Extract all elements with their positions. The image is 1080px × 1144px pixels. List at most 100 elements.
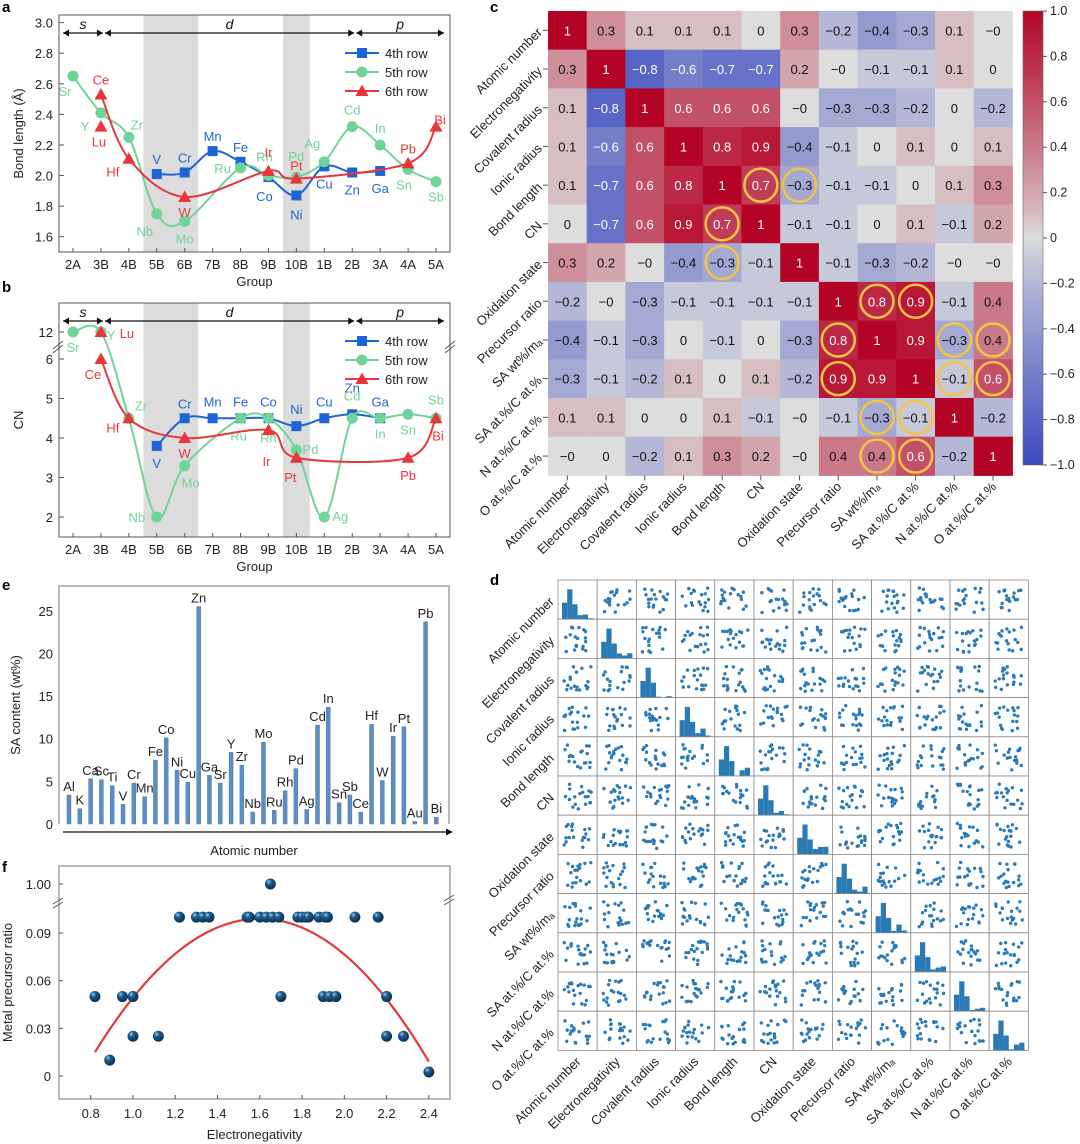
scatter-point <box>811 594 816 598</box>
cell-value: 0.1 <box>674 23 692 38</box>
scatter-point <box>969 963 973 967</box>
scatter-point <box>722 598 726 602</box>
scatter-point <box>705 586 710 590</box>
heatmap-cell <box>935 88 975 128</box>
scatter-point <box>900 796 904 800</box>
scatter-point <box>651 874 655 879</box>
scatter-point <box>619 669 624 674</box>
cell-value: 0.1 <box>907 139 925 154</box>
scatter-point <box>682 675 686 679</box>
scatter-point <box>941 991 946 996</box>
scatter-point <box>586 837 591 842</box>
scatter-point <box>618 790 622 795</box>
scatter-point <box>657 635 662 639</box>
matrix-cell <box>636 775 677 816</box>
point-label: In <box>375 121 386 136</box>
scatter-point <box>957 717 961 721</box>
scatter-point <box>641 630 645 634</box>
scatter-point <box>886 588 890 592</box>
scatter-point <box>732 833 736 837</box>
scatter-point <box>579 784 584 789</box>
heatmap-cell <box>896 11 936 51</box>
cell-value: 0.3 <box>558 256 576 271</box>
heatmap-cell <box>857 165 897 205</box>
heatmap-cell <box>702 320 742 360</box>
scatter-point <box>977 920 981 924</box>
scatter-point <box>915 763 919 767</box>
scatter-point <box>970 916 975 921</box>
scatter-point <box>886 746 890 750</box>
scatter-point <box>975 681 979 685</box>
scatter-point <box>851 762 856 767</box>
row-label: CN <box>533 790 557 814</box>
scatter-point <box>933 840 937 845</box>
scatter-point <box>962 831 967 836</box>
scatter-point <box>920 670 925 675</box>
data-point <box>372 911 384 923</box>
cell-value: 1 <box>757 217 764 232</box>
y-tick-label: 3 <box>46 471 53 486</box>
scatter-point <box>647 643 651 648</box>
scatter-point <box>815 879 820 884</box>
scatter-point <box>721 996 725 1000</box>
scatter-point <box>731 842 735 846</box>
scatter-point <box>839 951 844 955</box>
scatter-point <box>779 940 783 944</box>
scatter-point <box>572 684 577 688</box>
scatter-point <box>693 877 697 881</box>
scatter-point <box>842 767 846 772</box>
scatter-point <box>1004 787 1008 791</box>
scatter-point <box>774 753 779 757</box>
scatter-point <box>583 639 588 644</box>
heatmap-cell <box>935 281 975 322</box>
scatter-point <box>628 724 632 728</box>
scatter-point <box>823 716 828 721</box>
x-tick-label: 10B <box>285 257 308 272</box>
scatter-point <box>607 869 612 873</box>
histogram-bar <box>690 721 696 737</box>
data-point <box>94 120 108 132</box>
bar-label: Nb <box>244 796 261 811</box>
scatter-point <box>616 603 620 607</box>
scatter-point <box>581 845 585 849</box>
x-tick-label: 8B <box>233 542 249 557</box>
legend-marker <box>355 372 369 384</box>
scatter-point <box>667 940 671 945</box>
scatter-point <box>686 685 691 689</box>
scatter-point <box>725 677 730 682</box>
scatter-point <box>894 798 898 803</box>
y-tick-label: 2 <box>46 510 53 525</box>
data-point <box>381 1030 393 1042</box>
scatter-point <box>572 760 577 764</box>
scatter-point <box>648 839 653 844</box>
scatter-point <box>645 794 649 799</box>
scatter-point <box>863 838 867 843</box>
scatter-point <box>731 636 736 641</box>
scatter-point <box>848 628 852 632</box>
y-axis-label: SA content (wt%) <box>8 655 23 755</box>
scatter-point <box>622 1025 626 1029</box>
scatter-point <box>860 752 864 757</box>
scatter-point <box>933 667 937 671</box>
cell-value: −0.1 <box>825 217 851 232</box>
scatter-point <box>649 865 654 869</box>
scatter-point <box>930 754 934 758</box>
scatter-point <box>602 960 607 965</box>
histogram-bar <box>901 930 907 933</box>
scatter-point <box>781 746 785 750</box>
x-axis-label: Atomic number <box>210 843 298 858</box>
scatter-point <box>785 602 789 606</box>
scatter-point <box>763 865 768 869</box>
y-tick-label: 3.0 <box>35 16 53 31</box>
scatter-point <box>699 833 703 837</box>
scatter-point <box>967 882 971 887</box>
bar <box>423 621 428 825</box>
scatter-point <box>584 760 588 765</box>
scatter-point <box>969 954 973 958</box>
scatter-point <box>644 758 648 762</box>
scatter-point <box>684 826 688 830</box>
heatmap-cell <box>586 204 626 244</box>
scatter-point <box>856 844 861 848</box>
scatter-point <box>568 633 572 637</box>
scatter-point <box>997 986 1001 991</box>
